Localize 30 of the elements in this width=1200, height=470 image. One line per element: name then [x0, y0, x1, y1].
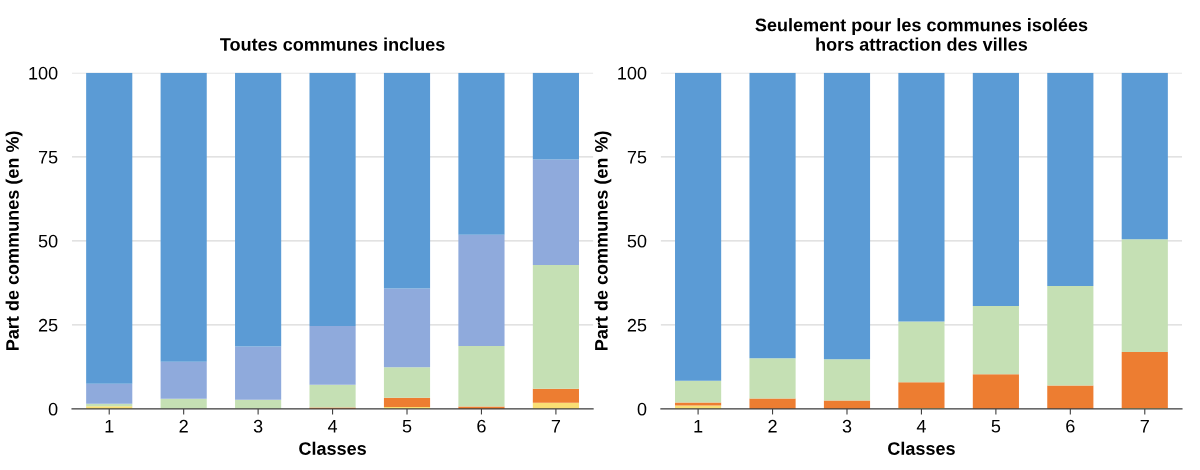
y-tick-label: 0 [637, 402, 647, 416]
chart-title: Seulement pour les communes isolées hors attraction des villes [755, 17, 1088, 51]
x-tick-label: 1 [105, 419, 114, 433]
x-tick-label: 5 [402, 419, 412, 433]
y-tick-label: 75 [627, 150, 647, 164]
y-tick-label: 25 [38, 318, 58, 332]
x-tick-label: 5 [991, 419, 1001, 433]
x-tick-label: 2 [179, 419, 188, 433]
y-tick-label: 75 [38, 150, 58, 164]
y-tick-label: 50 [627, 234, 647, 248]
y-axis-title: Part de communes (en %) [594, 131, 612, 351]
x-tick-label: 1 [694, 419, 703, 433]
x-tick-label: 4 [327, 419, 338, 433]
x-axis-title: Classes [888, 441, 955, 455]
x-tick-label: 6 [1066, 419, 1075, 433]
x-axis-title: Classes [299, 441, 366, 455]
y-axis-title: Part de communes (en %) [5, 131, 23, 351]
x-tick-label: 6 [477, 419, 486, 433]
y-tick-label: 0 [48, 402, 58, 416]
x-tick-label: 3 [253, 419, 263, 433]
y-tick-label: 100 [29, 66, 58, 80]
y-tick-label: 50 [38, 234, 58, 248]
x-tick-label: 4 [916, 419, 926, 433]
x-tick-label: 7 [551, 419, 561, 433]
x-tick-label: 7 [1140, 419, 1149, 433]
y-tick-label: 25 [627, 318, 647, 332]
chart-title: Toutes communes inclues [220, 37, 445, 51]
x-tick-label: 2 [768, 419, 777, 433]
x-tick-label: 3 [842, 419, 852, 433]
y-tick-label: 100 [618, 66, 647, 80]
